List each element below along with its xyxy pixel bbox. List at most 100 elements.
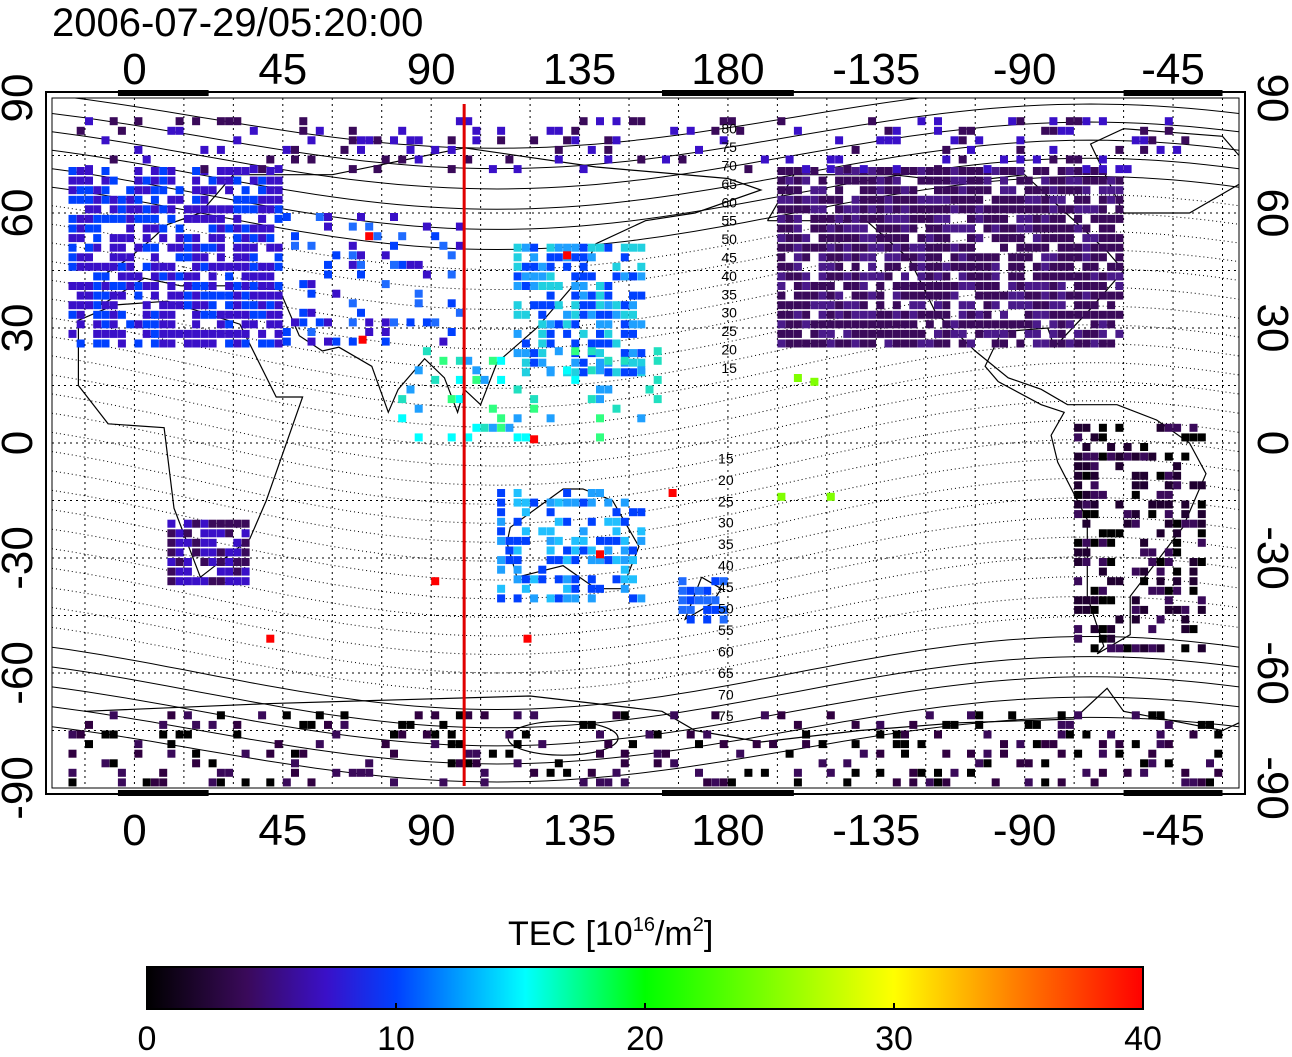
tec-cell (967, 339, 975, 348)
tec-cell (233, 339, 242, 348)
tec-cell (571, 301, 580, 310)
tec-cell (1189, 586, 1198, 595)
tec-cell (620, 517, 629, 526)
tec-cell (1049, 205, 1058, 214)
tec-cell (1082, 452, 1091, 461)
tec-cell (909, 768, 918, 777)
tec-cell (274, 310, 283, 319)
tec-cell (513, 556, 522, 565)
tec-cell (1016, 320, 1025, 329)
tec-cell (1115, 195, 1124, 204)
tec-cell (1197, 519, 1206, 528)
tec-data-cells (68, 117, 1223, 787)
tec-cell (68, 214, 77, 223)
tec-cell (1115, 310, 1124, 319)
tec-cell (513, 740, 522, 749)
tec-cell (390, 136, 398, 145)
tec-cell (282, 778, 291, 787)
tec-cell (101, 339, 110, 348)
tec-cell (859, 195, 868, 204)
tec-cell (175, 529, 184, 538)
tec-cell (175, 558, 184, 566)
tec-cell (835, 320, 844, 329)
tec-cell (167, 262, 176, 271)
tec-cell (447, 145, 456, 154)
tec-cell (942, 155, 951, 164)
tec-cell (1148, 759, 1157, 768)
tec-cell (1115, 176, 1124, 185)
tec-cell (1148, 711, 1157, 720)
tec-cell (777, 234, 786, 243)
tec-cell (340, 145, 349, 154)
tec-cell (200, 165, 209, 174)
tec-cell (513, 575, 522, 584)
tec-cell (1049, 117, 1058, 126)
tec-cell (1082, 558, 1091, 566)
tec-cell (934, 291, 942, 300)
right-lat-tick-label: -90 (1248, 756, 1292, 820)
tec-cell (340, 720, 349, 729)
tec-cell (208, 529, 217, 538)
tec-cell (967, 768, 975, 777)
tec-cell (571, 556, 580, 565)
tec-cell (455, 117, 464, 126)
tec-cell (538, 565, 547, 574)
tec-cell (571, 272, 580, 281)
tec-cell (546, 414, 555, 423)
tec-cell (777, 214, 786, 223)
tec-cell (68, 768, 77, 777)
tec-cell (216, 214, 225, 223)
tec-cell (1173, 519, 1182, 528)
tec-cell (967, 224, 975, 233)
tec-cell (513, 301, 522, 310)
tec-cell (216, 167, 225, 175)
tec-cell (612, 117, 621, 126)
tec-cell (785, 195, 794, 204)
tec-cell (530, 594, 539, 603)
tec-cell (101, 291, 110, 300)
tec-cell (126, 224, 135, 233)
tec-cell (777, 195, 786, 204)
tec-cell (991, 320, 1000, 329)
tec-cell (826, 214, 835, 223)
tec-cell (258, 195, 267, 204)
tec-cell (497, 414, 506, 423)
tec-cell (1098, 339, 1107, 348)
coastline-path (77, 300, 304, 579)
tec-cell (480, 711, 489, 720)
coastline-path (84, 687, 1239, 743)
tec-cell (587, 145, 596, 154)
colorbar-tick-label: 0 (138, 1020, 157, 1057)
tec-cell (1098, 253, 1107, 262)
tec-cell (587, 575, 596, 584)
tec-cell (851, 253, 860, 262)
tec-cell (85, 301, 93, 310)
tec-cell (851, 234, 860, 243)
tec-cell (1065, 272, 1074, 281)
tec-cell (991, 253, 1000, 262)
contour-label: 25 (718, 493, 734, 509)
tec-cell (68, 253, 77, 262)
tec-cell (793, 301, 802, 310)
tec-cell (719, 136, 728, 145)
tec-cell (530, 435, 539, 444)
colorbar-title-main: TEC [10 (508, 915, 633, 953)
tec-cell (192, 329, 201, 338)
tec-cell (686, 730, 695, 739)
tec-cell (826, 339, 835, 348)
tec-cell (249, 205, 258, 214)
tec-cell (1173, 586, 1182, 595)
tec-cell (225, 558, 234, 566)
tec-cell (958, 272, 967, 281)
tec-cell (843, 759, 852, 768)
tec-cell (167, 243, 176, 252)
tec-cell (818, 243, 827, 252)
tec-cell (1008, 253, 1017, 262)
tec-cell (291, 145, 299, 154)
contour-label: 60 (718, 644, 734, 660)
tec-cell (315, 318, 324, 327)
tec-cell (917, 176, 926, 185)
tec-cell (538, 740, 547, 749)
map-axes: 0045459090135135180180-135-135-90-90-45-… (0, 45, 1292, 855)
tec-cell (1181, 768, 1190, 777)
